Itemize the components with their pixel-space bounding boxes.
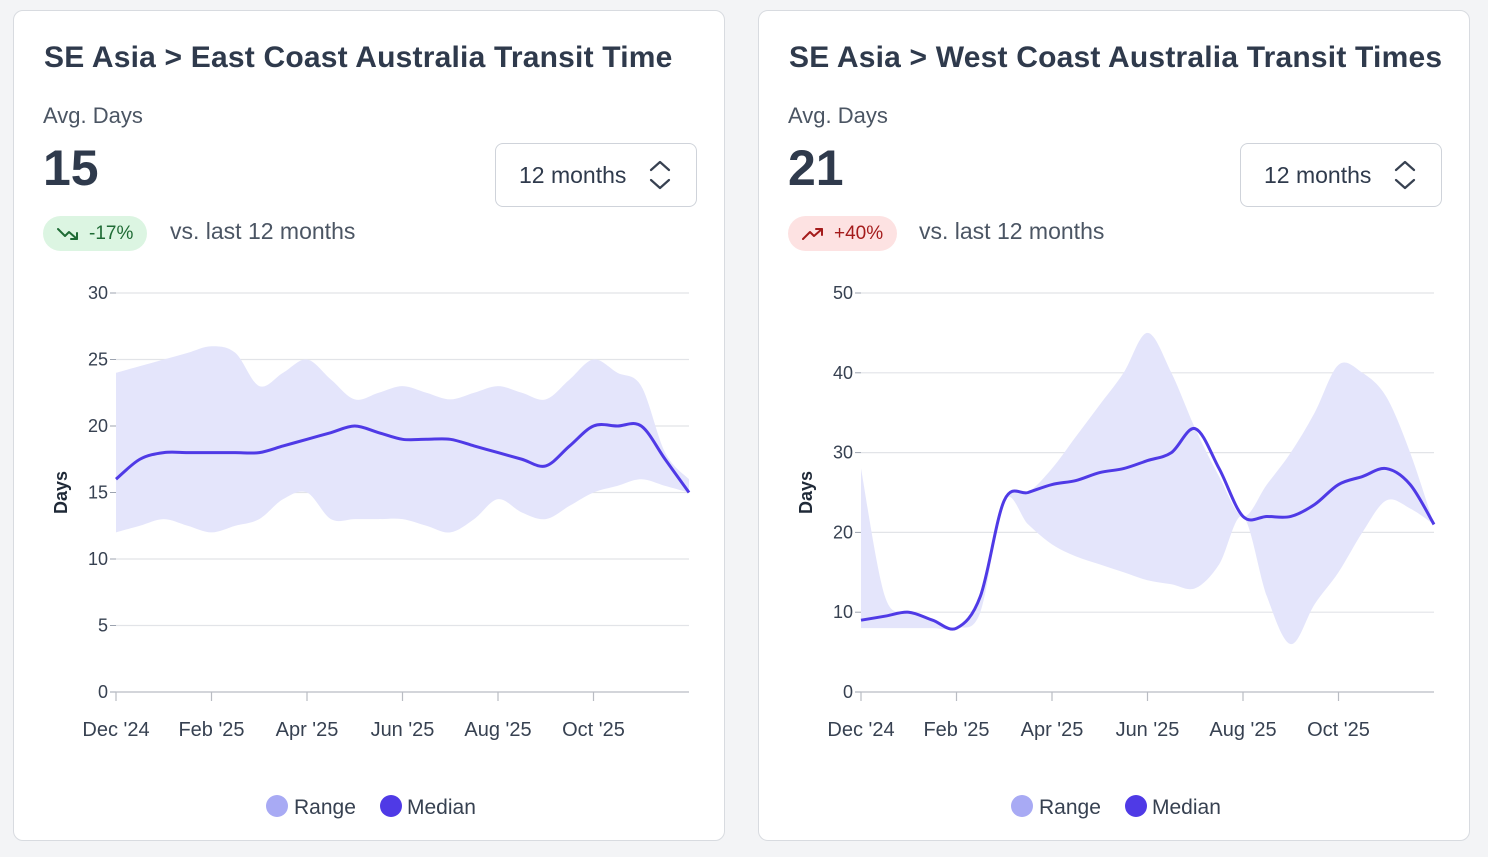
- compare-text: vs. last 12 months: [170, 218, 356, 244]
- y-tick-label: 25: [88, 350, 108, 370]
- x-tick-label: Dec '24: [827, 719, 894, 741]
- x-tick-label: Jun '25: [371, 719, 435, 741]
- y-axis-label: Days: [796, 471, 816, 514]
- compare-text: vs. last 12 months: [919, 218, 1105, 244]
- y-tick-label: 10: [833, 602, 853, 622]
- y-tick-label: 30: [833, 443, 853, 463]
- x-tick-label: Feb '25: [923, 719, 989, 741]
- transit-chart-east: 0 5 10 15 20 25 30 Dec '24 Feb '25 Apr '25 Jun '25…: [51, 283, 691, 819]
- legend: Range Median: [266, 795, 476, 819]
- card-title: SE Asia > West Coast Australia Transit T…: [789, 41, 1443, 74]
- x-tick-label: Jun '25: [1116, 719, 1180, 741]
- median-line: [115, 422, 691, 494]
- y-tick-label: 20: [88, 416, 108, 436]
- y-tick-label: 15: [88, 483, 108, 503]
- legend-swatch-median: [1125, 795, 1147, 817]
- y-tick-label: 0: [843, 682, 853, 702]
- chevron-up-down-icon: [649, 160, 671, 190]
- y-tick-label: 0: [98, 682, 108, 702]
- trend-down-icon: [57, 227, 78, 240]
- period-select-value: 12 months: [1264, 161, 1372, 188]
- y-tick-label: 10: [88, 549, 108, 569]
- x-tick-label: Oct '25: [562, 719, 625, 741]
- legend-swatch-median: [380, 795, 402, 817]
- chevron-up-down-icon: [1394, 160, 1416, 190]
- change-value: -17%: [89, 222, 134, 244]
- legend-swatch-range: [266, 795, 288, 817]
- change-badge: +40%: [788, 216, 898, 251]
- legend-swatch-range: [1011, 795, 1033, 817]
- metric-label: Avg. Days: [43, 103, 143, 128]
- legend-label-range: Range: [1039, 796, 1101, 819]
- y-tick-label: 50: [833, 283, 853, 303]
- metric-value: 21: [788, 140, 844, 196]
- change-badge: -17%: [43, 216, 148, 251]
- y-tick-label: 20: [833, 522, 853, 542]
- change-value: +40%: [834, 222, 884, 244]
- range-band: [861, 332, 1434, 645]
- x-tick-label: Apr '25: [276, 719, 339, 741]
- y-tick-label: 30: [88, 283, 108, 303]
- y-tick-label: 5: [98, 616, 108, 636]
- metric-value: 15: [43, 140, 99, 196]
- transit-card-east: SE Asia > East Coast Australia Transit T…: [13, 10, 725, 841]
- median-line: [860, 427, 1436, 631]
- x-tick-label: Aug '25: [464, 719, 531, 741]
- x-tick-label: Oct '25: [1307, 719, 1370, 741]
- metric-label: Avg. Days: [788, 103, 888, 128]
- legend-label-range: Range: [294, 796, 356, 819]
- transit-chart-west: 0 10 20 30 40 50 Dec '24 Feb '25 Apr '25 Jun '25 A…: [796, 283, 1436, 819]
- y-axis-label: Days: [51, 471, 71, 514]
- period-select[interactable]: 12 months: [495, 143, 697, 207]
- y-tick-label: 40: [833, 363, 853, 383]
- x-tick-label: Feb '25: [178, 719, 244, 741]
- period-select[interactable]: 12 months: [1240, 143, 1442, 207]
- card-title: SE Asia > East Coast Australia Transit T…: [44, 41, 673, 74]
- legend: Range Median: [1011, 795, 1221, 819]
- trend-up-icon: [802, 227, 823, 240]
- x-tick-label: Aug '25: [1209, 719, 1276, 741]
- x-tick-label: Dec '24: [82, 719, 149, 741]
- transit-card-west: SE Asia > West Coast Australia Transit T…: [758, 10, 1470, 841]
- legend-label-median: Median: [1152, 796, 1221, 819]
- period-select-value: 12 months: [519, 161, 627, 188]
- x-tick-label: Apr '25: [1021, 719, 1084, 741]
- legend-label-median: Median: [407, 796, 476, 819]
